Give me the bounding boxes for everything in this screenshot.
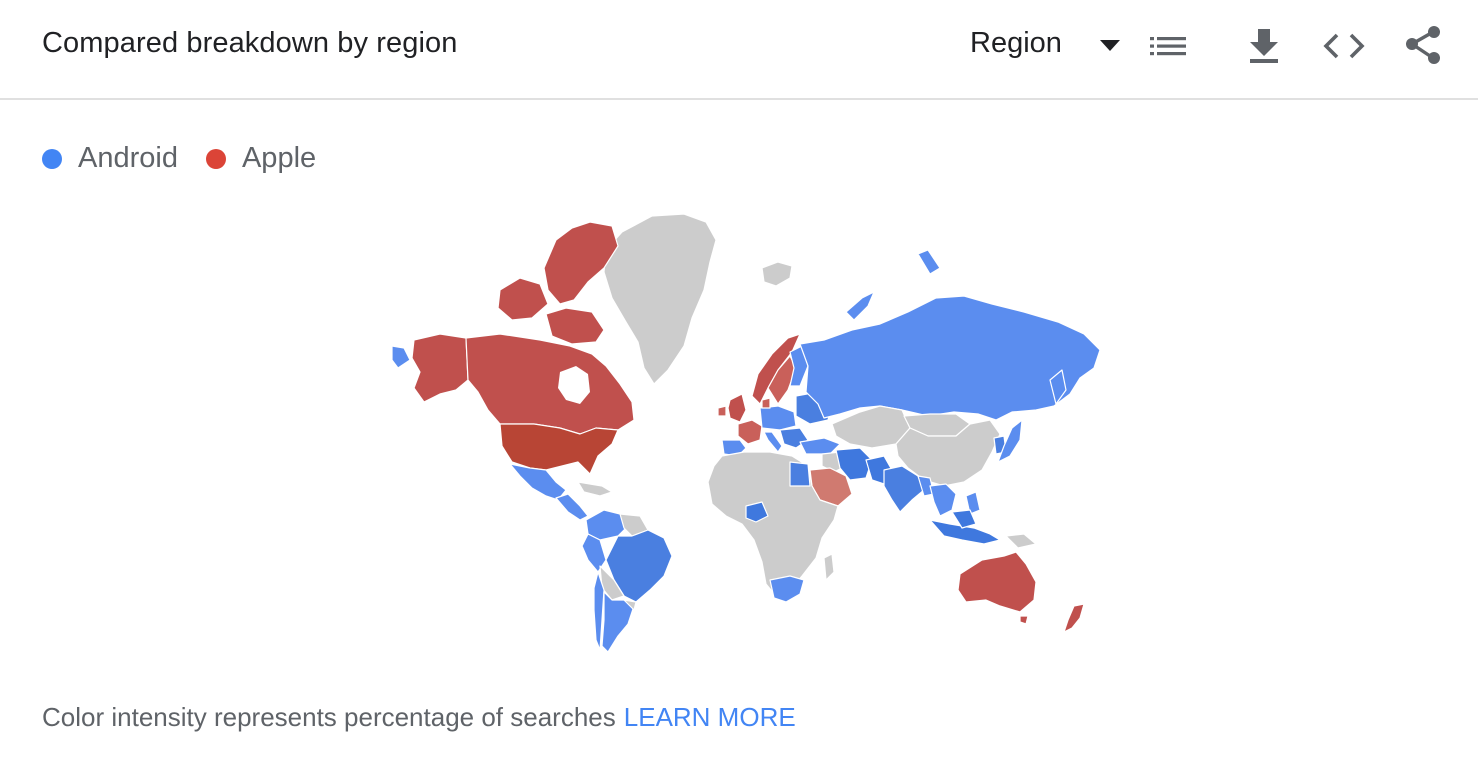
world-map — [0, 200, 1478, 670]
footer-note-text: Color intensity represents percentage of… — [42, 702, 616, 732]
card-title: Compared breakdown by region — [42, 27, 458, 59]
region-italy[interactable] — [763, 431, 783, 453]
legend-item-apple[interactable]: Apple — [205, 142, 317, 175]
region-india[interactable] — [883, 465, 925, 513]
android-dot-icon — [42, 148, 62, 169]
legend-label-android: Android — [78, 142, 178, 174]
region-south-africa[interactable] — [769, 575, 805, 603]
embed-icon[interactable] — [1322, 24, 1366, 68]
share-icon[interactable] — [1402, 24, 1446, 68]
region-canadian-arctic-islands-2[interactable] — [497, 277, 549, 321]
region-dropdown[interactable]: Region — [970, 27, 1120, 67]
region-united-kingdom[interactable] — [727, 393, 747, 423]
region-tasmania[interactable] — [1019, 615, 1029, 625]
legend: Android Apple — [42, 142, 344, 175]
region-australia[interactable] — [957, 551, 1037, 613]
region-papua-new-guinea[interactable] — [1005, 533, 1037, 549]
region-greenland[interactable] — [603, 213, 717, 385]
region-mexico[interactable] — [509, 463, 567, 501]
region-united-states[interactable] — [499, 423, 619, 475]
region-egypt[interactable] — [789, 461, 811, 487]
footer-note: Color intensity represents percentage of… — [42, 702, 796, 733]
region-africa[interactable] — [707, 451, 839, 597]
region-russia[interactable] — [799, 295, 1101, 421]
region-taymyr-islands[interactable] — [917, 249, 941, 275]
region-iran[interactable] — [835, 447, 873, 481]
region-argentina[interactable] — [601, 591, 635, 653]
region-caribbean[interactable] — [577, 481, 613, 497]
region-iceland[interactable] — [761, 261, 793, 287]
card-header: Compared breakdown by region Region — [0, 0, 1478, 100]
region-russian-arctic-islands[interactable] — [845, 291, 875, 321]
region-uruguay[interactable] — [623, 599, 637, 611]
region-alaska[interactable] — [411, 333, 469, 403]
region-nigeria[interactable] — [745, 501, 769, 523]
region-dropdown-label: Region — [970, 27, 1062, 59]
region-norway[interactable] — [751, 333, 801, 405]
region-philippines[interactable] — [965, 491, 981, 515]
region-canadian-arctic-islands[interactable] — [543, 221, 619, 305]
region-denmark[interactable] — [761, 397, 771, 409]
region-kamchatka[interactable] — [1049, 369, 1067, 405]
region-chukotka[interactable] — [391, 345, 411, 369]
region-central-europe[interactable] — [759, 405, 797, 431]
region-japan[interactable] — [997, 419, 1023, 463]
region-canada[interactable] — [465, 333, 635, 435]
chevron-down-icon — [1100, 40, 1120, 51]
region-hudson-bay — [558, 366, 590, 404]
region-new-zealand[interactable] — [1063, 603, 1085, 633]
apple-dot-icon — [205, 148, 226, 169]
region-indonesia[interactable] — [929, 519, 1001, 545]
region-borneo[interactable] — [951, 509, 977, 529]
region-canadian-arctic-islands-3[interactable] — [545, 307, 605, 345]
download-icon[interactable] — [1242, 24, 1286, 68]
region-china[interactable] — [895, 419, 1001, 487]
region-southeast-asia[interactable] — [929, 483, 957, 517]
region-brazil[interactable] — [605, 529, 673, 603]
legend-item-android[interactable]: Android — [42, 142, 178, 175]
region-madagascar[interactable] — [823, 553, 835, 581]
learn-more-link[interactable]: LEARN MORE — [623, 702, 796, 732]
region-france[interactable] — [737, 419, 763, 445]
region-ireland[interactable] — [717, 405, 727, 417]
region-central-america[interactable] — [555, 493, 589, 521]
legend-label-apple: Apple — [241, 142, 317, 174]
world-map-svg — [391, 213, 1101, 653]
region-turkey[interactable] — [799, 437, 841, 455]
list-icon[interactable] — [1146, 24, 1190, 68]
